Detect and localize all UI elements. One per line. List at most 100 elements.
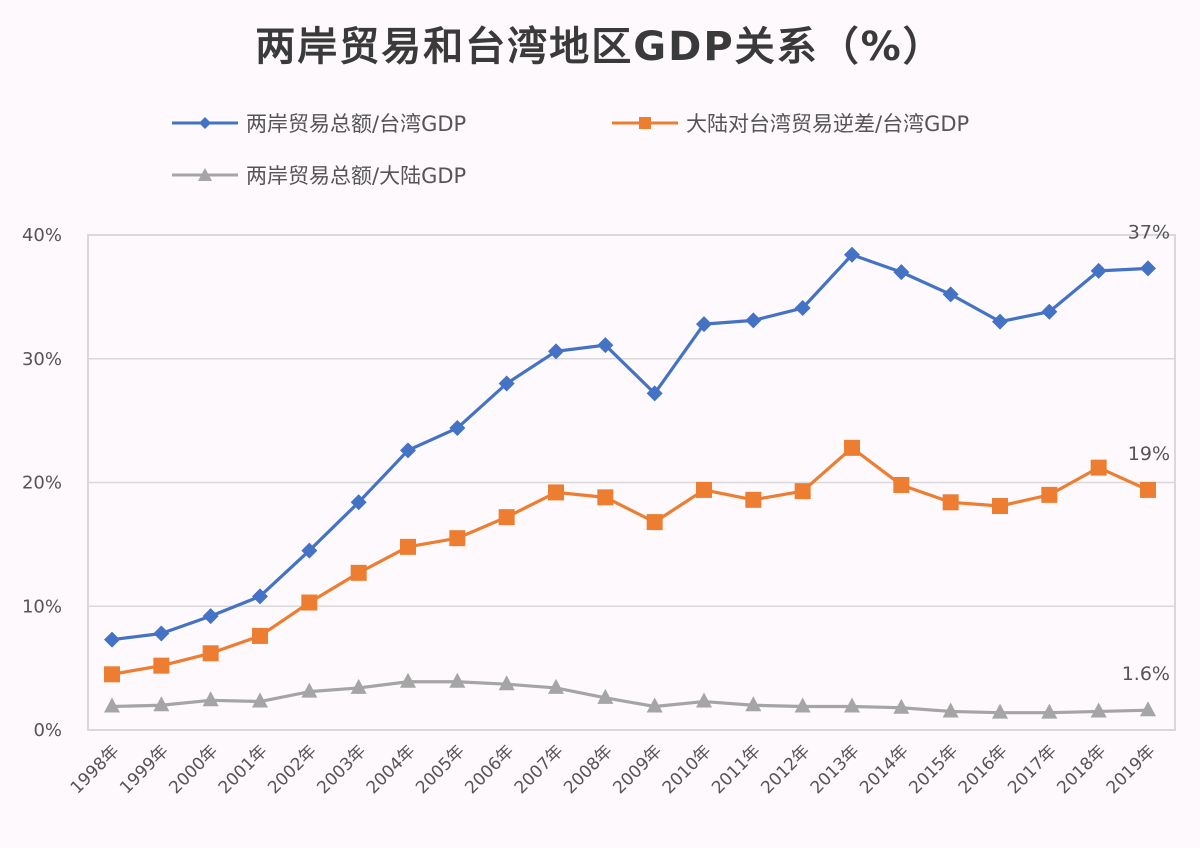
triangle-marker-icon	[400, 672, 416, 688]
square-marker-icon	[548, 484, 564, 501]
diamond-marker-icon	[350, 494, 367, 511]
triangle-marker-icon	[498, 675, 515, 691]
series-line	[111, 446, 1149, 676]
square-marker-icon	[794, 483, 811, 500]
square-marker-icon	[202, 645, 219, 662]
diamond-marker-icon	[252, 588, 268, 605]
square-marker-icon	[696, 481, 712, 498]
diamond-marker-icon	[794, 300, 811, 317]
series-line	[111, 680, 1149, 715]
end-value-label: 1.6%	[1122, 663, 1170, 685]
diamond-marker-icon	[449, 420, 466, 437]
series-0: 37%	[104, 221, 1170, 648]
x-tick-label: 1998年	[67, 741, 124, 798]
square-marker-icon	[597, 489, 614, 506]
x-tick-label: 2007年	[511, 741, 568, 798]
x-tick-label: 2003年	[313, 741, 370, 798]
diamond-marker-icon	[844, 246, 860, 263]
triangle-marker-icon	[548, 678, 564, 694]
diamond-marker-icon	[202, 608, 219, 625]
square-marker-icon	[992, 498, 1008, 515]
diamond-marker-icon	[498, 375, 515, 392]
triangle-marker-icon	[1041, 703, 1058, 719]
diamond-marker-icon	[104, 631, 120, 648]
diamond-marker-icon	[1041, 303, 1058, 320]
square-marker-icon	[252, 627, 268, 644]
square-marker-icon	[301, 594, 318, 611]
diamond-marker-icon	[942, 286, 959, 303]
y-tick-label: 0%	[33, 720, 62, 741]
diamond-marker-icon	[696, 316, 712, 333]
x-tick-label: 2018年	[1053, 741, 1110, 798]
legend-label: 两岸贸易总额/台湾GDP	[246, 112, 467, 136]
diamond-marker-icon	[548, 343, 564, 360]
diamond-marker-icon	[992, 313, 1008, 330]
triangle-marker-icon	[844, 697, 860, 713]
legend-label: 两岸贸易总额/大陆GDP	[246, 164, 467, 188]
square-marker-icon	[942, 494, 959, 511]
triangle-marker-icon	[992, 703, 1008, 719]
triangle-marker-icon	[745, 696, 762, 712]
end-value-label: 37%	[1128, 221, 1170, 243]
square-marker-icon	[893, 476, 910, 493]
triangle-marker-icon	[794, 697, 811, 713]
legend-item-taiwan-trade-ratio: 两岸贸易总额/台湾GDP	[170, 108, 466, 138]
triangle-marker-icon	[104, 697, 120, 713]
triangle-marker-icon	[252, 692, 268, 708]
x-tick-label: 2019年	[1103, 741, 1160, 798]
triangle-marker-icon	[202, 691, 219, 707]
x-tick-label: 2000年	[165, 741, 222, 798]
x-tick-label: 2012年	[757, 741, 814, 798]
square-marker-icon	[400, 538, 416, 555]
triangle-marker-icon	[646, 697, 663, 713]
triangle-marker-icon	[301, 682, 318, 698]
y-tick-label: 10%	[22, 596, 62, 617]
x-tick-label: 2008年	[560, 741, 617, 798]
diamond-marker-icon	[172, 117, 238, 129]
square-marker-icon	[745, 491, 762, 508]
square-marker-icon	[612, 117, 678, 129]
triangle-marker-icon	[597, 688, 614, 704]
x-tick-label: 2009年	[609, 741, 666, 798]
square-marker-icon	[498, 509, 515, 526]
x-tick-label: 2010年	[659, 741, 716, 798]
diamond-marker-icon	[597, 337, 614, 354]
square-marker-icon	[844, 439, 860, 456]
y-tick-label: 40%	[22, 225, 62, 246]
triangle-marker-icon	[942, 702, 959, 718]
diamond-marker-icon	[301, 542, 318, 559]
x-tick-label: 2017年	[1004, 741, 1061, 798]
diamond-marker-icon	[1090, 262, 1107, 279]
chart-legend: 两岸贸易总额/台湾GDP 大陆对台湾贸易逆差/台湾GDP 两岸贸易总额/大陆GD…	[170, 108, 1070, 198]
x-tick-label: 2014年	[856, 741, 913, 798]
diamond-marker-icon	[400, 442, 416, 459]
diamond-marker-icon	[893, 264, 910, 281]
series-1: 19%	[104, 439, 1170, 683]
square-marker-icon	[449, 530, 466, 547]
x-tick-label: 2004年	[363, 741, 420, 798]
end-value-label: 19%	[1128, 443, 1170, 465]
x-tick-label: 2001年	[215, 741, 272, 798]
x-tick-label: 2002年	[264, 741, 321, 798]
y-tick-label: 20%	[22, 473, 62, 494]
square-marker-icon	[1090, 459, 1107, 476]
x-tick-label: 2015年	[905, 741, 962, 798]
square-marker-icon	[104, 666, 120, 683]
x-tick-label: 2005年	[412, 741, 469, 798]
x-tick-label: 1999年	[116, 741, 173, 798]
chart-title: 两岸贸易和台湾地区GDP关系（%）	[255, 24, 945, 70]
series-line	[111, 253, 1149, 642]
y-tick-label: 30%	[22, 349, 62, 370]
x-tick-label: 2011年	[708, 741, 765, 798]
diamond-marker-icon	[1140, 260, 1156, 277]
square-marker-icon	[1140, 481, 1156, 498]
x-tick-label: 2016年	[955, 741, 1012, 798]
triangle-marker-icon	[1090, 702, 1107, 718]
x-tick-label: 2006年	[461, 741, 518, 798]
x-tick-label: 2013年	[807, 741, 864, 798]
diamond-marker-icon	[646, 385, 663, 402]
triangle-marker-icon	[350, 678, 367, 694]
legend-label: 大陆对台湾贸易逆差/台湾GDP	[686, 112, 970, 136]
diamond-marker-icon	[745, 312, 762, 329]
